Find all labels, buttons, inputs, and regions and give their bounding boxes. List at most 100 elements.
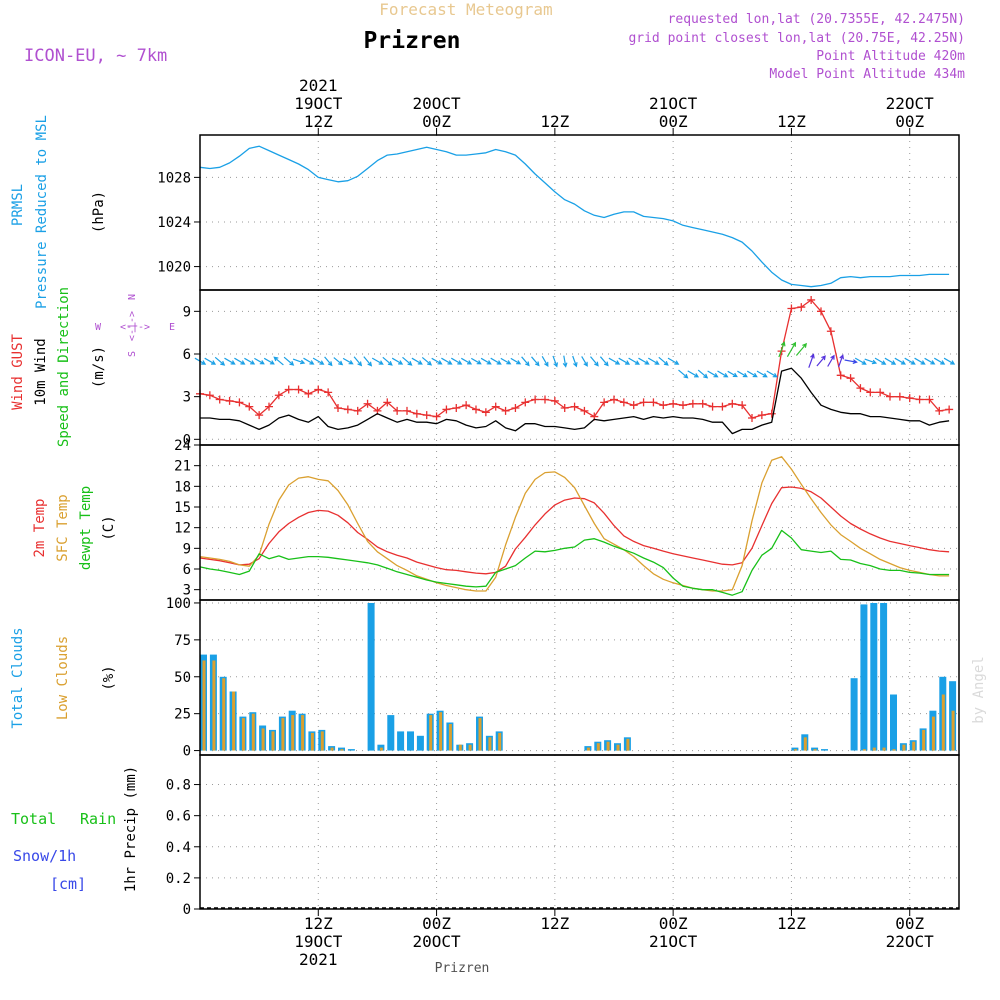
top-time-label: 20OCT — [412, 94, 461, 113]
low-cloud-bar — [320, 731, 324, 751]
low-cloud-bar — [448, 724, 452, 751]
top-time-label: 2021 — [299, 76, 338, 95]
low-cloud-bar — [862, 749, 866, 751]
wind-direction-arrow — [608, 357, 621, 365]
point-altitude: Point Altitude 420m — [816, 49, 965, 64]
gust-marker — [314, 385, 323, 394]
low-cloud-bar — [626, 738, 630, 751]
y-tick-label-precipitation: 0.6 — [166, 809, 191, 825]
total-clouds-label: Total Clouds — [10, 627, 26, 728]
total-cloud-bar — [821, 749, 828, 751]
product-title: Forecast Meteogram — [379, 0, 552, 19]
series-line-td — [199, 529, 950, 596]
wind-direction-arrow — [786, 341, 797, 357]
wind-direction-arrow — [667, 357, 680, 365]
gust-marker — [274, 391, 283, 400]
y-tick-label-precipitation: 0.4 — [166, 840, 191, 856]
wind-direction-arrow — [411, 357, 423, 365]
gust-marker — [728, 399, 737, 408]
temp-label: 2m Temp — [32, 498, 48, 557]
low-cloud-bar — [498, 732, 502, 751]
gust-marker — [511, 404, 520, 413]
gust-marker — [895, 392, 904, 401]
low-cloud-bar — [912, 741, 916, 751]
series-line-gust — [199, 299, 950, 419]
low-cloud-bar — [429, 715, 433, 751]
gust-marker — [925, 395, 934, 404]
bottom-time-label: 20OCT — [412, 932, 461, 951]
series-line-tsfc — [199, 456, 950, 592]
panel-frame-wind — [199, 289, 960, 446]
gust-marker — [610, 395, 618, 404]
gust-marker — [472, 405, 480, 414]
top-time-label: 00Z — [895, 112, 924, 131]
gust-marker — [688, 399, 697, 408]
low-cloud-bar — [291, 715, 295, 751]
total-cloud-bar — [860, 604, 868, 751]
y-tick-label-wind: 0 — [183, 432, 191, 448]
bottom-time-label: 21OCT — [649, 932, 698, 951]
top-time-label: 12Z — [304, 112, 333, 131]
wind-direction-arrow — [756, 370, 768, 378]
wind-direction-arrow — [933, 357, 946, 365]
gust-marker — [570, 402, 579, 411]
total-cloud-bar — [870, 603, 878, 751]
y-tick-label-clouds: 50 — [174, 670, 191, 686]
gust-marker — [481, 408, 490, 417]
sfc-temp-label: SFC Temp — [55, 494, 71, 561]
gust-marker — [294, 385, 303, 394]
wind-direction-arrow — [638, 357, 650, 365]
wind-direction-arrow — [541, 355, 549, 367]
low-cloud-bar — [606, 741, 610, 751]
low-cloud-bar — [330, 747, 334, 751]
gust-marker — [718, 402, 727, 411]
gust-marker — [383, 398, 392, 407]
wind-direction-arrow — [590, 356, 599, 367]
wind-direction-arrow — [273, 356, 284, 366]
y-tick-label-temperature: 18 — [174, 479, 191, 495]
top-time-label: 12Z — [777, 112, 806, 131]
low-cloud-bar — [340, 749, 344, 751]
compass-rose: N S W E <-|-> <-|-> — [95, 294, 175, 357]
total-cloud-bar — [347, 749, 355, 751]
wind-direction-arrow — [838, 354, 844, 368]
compass-ew-arrows: <-|-> — [120, 322, 150, 333]
gust-marker — [501, 406, 510, 415]
wind-direction-arrow — [421, 356, 433, 366]
gust-marker — [649, 398, 658, 407]
data-marks — [194, 145, 959, 909]
wind-direction-arrow — [552, 355, 558, 368]
model-label: ICON-EU, ~ 7km — [24, 46, 167, 66]
bottom-time-label: 19OCT — [294, 932, 343, 951]
gust-marker — [698, 399, 707, 408]
wind-direction-arrow — [382, 356, 393, 366]
wind-direction-arrow — [717, 370, 729, 378]
wind-direction-arrow — [747, 370, 758, 378]
footer-location: Prizren — [435, 961, 490, 976]
low-cloud-bar — [793, 749, 797, 751]
gust-marker — [560, 404, 569, 413]
wind-direction-arrow — [521, 356, 530, 367]
gust-marker — [491, 402, 500, 411]
wind-direction-arrow — [324, 356, 333, 367]
wind-direction-arrow — [204, 357, 217, 365]
precip-rain-label: Rain — [80, 810, 116, 828]
total-cloud-bar — [387, 715, 395, 751]
direction-label: Speed and Direction — [56, 287, 72, 447]
wind-label: 10m Wind — [33, 338, 49, 405]
wind-direction-arrow — [572, 355, 578, 368]
low-cloud-bar — [212, 660, 216, 751]
location-title: Prizren — [364, 28, 461, 54]
gust-marker — [826, 327, 835, 336]
gust-marker — [265, 402, 273, 411]
wind-direction-arrow — [808, 353, 815, 368]
wind-direction-arrow — [687, 370, 700, 378]
temp-unit: (C) — [101, 515, 117, 540]
wind-direction-arrow — [874, 357, 887, 365]
bottom-time-label: 2021 — [299, 950, 338, 969]
low-cloud-bar — [902, 744, 906, 751]
gust-marker — [334, 404, 342, 413]
wind-direction-arrow — [844, 359, 858, 364]
model-altitude: Model Point Altitude 434m — [769, 67, 965, 82]
